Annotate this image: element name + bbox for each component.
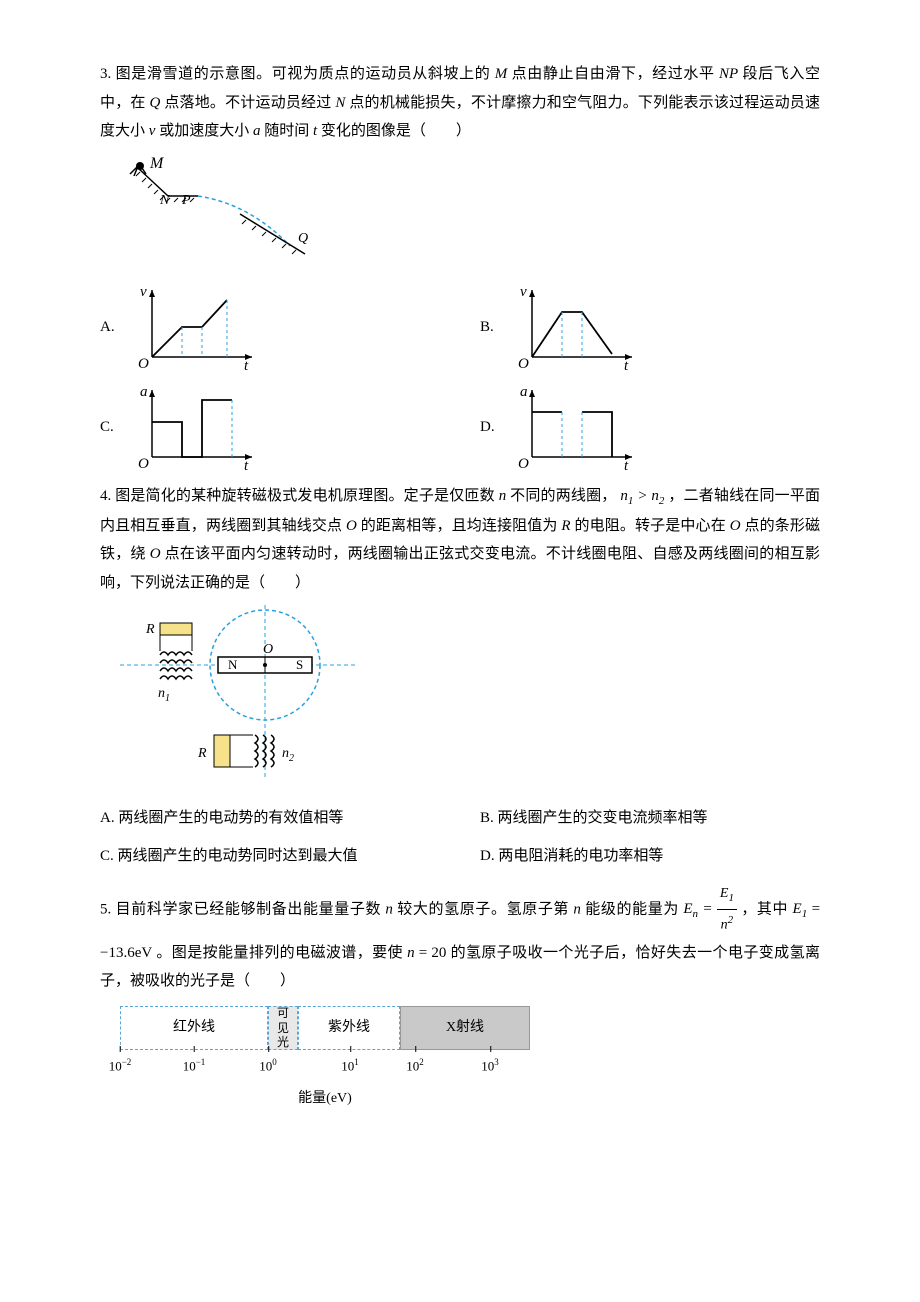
spectrum-band: X射线 — [400, 1006, 530, 1050]
option-B: B. v t O — [480, 282, 820, 372]
spectrum-tick: 10−1 — [183, 1054, 206, 1079]
svg-text:N: N — [228, 657, 238, 672]
spectrum-tick: 100 — [259, 1054, 277, 1079]
sym-M: M — [495, 66, 508, 82]
svg-text:O: O — [263, 642, 273, 657]
q5-formula-En: En = E1n2 — [683, 901, 741, 917]
sym-R: R — [561, 518, 570, 534]
sym-NP: NP — [719, 66, 738, 82]
option-A: A. v t O — [100, 282, 440, 372]
q4-inequality: n1 > n2 — [620, 488, 664, 504]
sym-Q: Q — [150, 95, 161, 111]
option-D: D. a t O — [480, 382, 820, 472]
generator-diagram: N S O R n1 R — [120, 605, 820, 796]
spectrum-bands: 红外线可见光紫外线X射线 — [120, 1006, 530, 1050]
q3-number: 3. — [100, 66, 111, 82]
spectrum-axis: 10−210−1100101102103 — [120, 1054, 530, 1084]
spectrum-band: 紫外线 — [298, 1006, 400, 1050]
sym-a: a — [253, 123, 261, 139]
svg-text:t: t — [244, 358, 249, 372]
svg-text:t: t — [624, 458, 629, 472]
option-C: C. a t O — [100, 382, 440, 472]
svg-text:O: O — [518, 356, 529, 372]
label-D: D. — [480, 413, 500, 442]
spectrum-band: 可见光 — [268, 1006, 298, 1050]
svg-text:t: t — [624, 358, 629, 372]
svg-text:S: S — [296, 657, 303, 672]
q5-t1: 目前科学家已经能够制备出能量量子数 — [116, 901, 386, 917]
spectrum-band: 红外线 — [120, 1006, 268, 1050]
sym-n: n — [499, 488, 507, 504]
q4-opt-D: D. 两电阻消耗的电功率相等 — [480, 842, 820, 871]
svg-text:O: O — [138, 356, 149, 372]
q4-opt-A: A. 两线圈产生的电动势的有效值相等 — [100, 804, 440, 833]
q4-opt-B: B. 两线圈产生的交变电流频率相等 — [480, 804, 820, 833]
graph-C: a t O — [132, 382, 262, 472]
sym-O4: O — [346, 518, 357, 534]
svg-text:a: a — [520, 384, 528, 400]
svg-text:v: v — [520, 284, 527, 300]
spectrum-diagram: 红外线可见光紫外线X射线 10−210−1100101102103 能量(eV) — [120, 1006, 820, 1113]
q4-t2: 不同的两线圈， — [510, 488, 616, 504]
q5-text: 5. 目前科学家已经能够制备出能量量子数 n 较大的氢原子。氢原子第 n 能级的… — [100, 881, 820, 996]
graph-D: a t O — [512, 382, 642, 472]
spectrum-tick: 101 — [341, 1054, 359, 1079]
sym-n5b: n — [573, 901, 581, 917]
sym-t: t — [313, 123, 317, 139]
sym-O4c: O — [150, 546, 161, 562]
q4-t5: 的电阻。转子是中心在 — [574, 518, 729, 534]
svg-text:t: t — [244, 458, 249, 472]
q5-t2: 较大的氢原子。氢原子第 — [397, 901, 573, 917]
sym-n5: n — [385, 901, 393, 917]
q3-t1: 图是滑雪道的示意图。可视为质点的运动员从斜坡上的 — [116, 66, 495, 82]
q3-t7: 随时间 — [264, 123, 313, 139]
sym-O4b: O — [730, 518, 741, 534]
svg-text:v: v — [140, 284, 147, 300]
q4-t1: 图是简化的某种旋转磁极式发电机原理图。定子是仅匝数 — [115, 488, 499, 504]
q5-n20: n = 20 — [407, 945, 446, 961]
q4-t7: 点在该平面内匀速转动时，两线圈输出正弦式交变电流。不计线圈电阻、自感及两线圈间的… — [100, 546, 820, 591]
q4-opt-C: C. 两线圈产生的电动势同时达到最大值 — [100, 842, 440, 871]
question-5: 5. 目前科学家已经能够制备出能量量子数 n 较大的氢原子。氢原子第 n 能级的… — [100, 881, 820, 1113]
svg-text:R: R — [197, 746, 207, 761]
q5-t5: 。图是按能量排列的电磁波谱，要使 — [156, 945, 407, 961]
label-A: A. — [100, 313, 120, 342]
sym-N: N — [335, 95, 345, 111]
q5-t3: 能级的能量为 — [585, 901, 683, 917]
q4-number: 4. — [100, 488, 111, 504]
svg-text:O: O — [138, 456, 149, 472]
svg-text:a: a — [140, 384, 148, 400]
label-C: C. — [100, 413, 120, 442]
q4-text: 4. 图是简化的某种旋转磁极式发电机原理图。定子是仅匝数 n 不同的两线圈， n… — [100, 482, 820, 597]
q3-t4: 点落地。不计运动员经过 — [164, 95, 335, 111]
ski-slope-diagram: M N P Q — [120, 154, 820, 275]
sym-v: v — [149, 123, 156, 139]
q3-t2: 点由静止自由滑下，经过水平 — [512, 66, 719, 82]
label-M: M — [149, 155, 165, 172]
spectrum-tick: 103 — [481, 1054, 499, 1079]
q3-text: 3. 图是滑雪道的示意图。可视为质点的运动员从斜坡上的 M 点由静止自由滑下，经… — [100, 60, 820, 146]
svg-text:O: O — [518, 456, 529, 472]
q4-t4: 的距离相等，且均连接阻值为 — [361, 518, 562, 534]
q5-number: 5. — [100, 901, 111, 917]
q3-t6: 或加速度大小 — [159, 123, 253, 139]
graph-B: v t O — [512, 282, 642, 372]
spectrum-tick: 10−2 — [109, 1054, 132, 1079]
svg-text:n2: n2 — [282, 746, 294, 764]
question-3: 3. 图是滑雪道的示意图。可视为质点的运动员从斜坡上的 M 点由静止自由滑下，经… — [100, 60, 820, 472]
question-4: 4. 图是简化的某种旋转磁极式发电机原理图。定子是仅匝数 n 不同的两线圈， n… — [100, 482, 820, 871]
label-Q: Q — [298, 231, 308, 246]
graph-A: v t O — [132, 282, 262, 372]
label-B: B. — [480, 313, 500, 342]
spectrum-tick: 102 — [406, 1054, 424, 1079]
svg-text:R: R — [145, 622, 155, 637]
q3-t8: 变化的图像是（ ） — [321, 123, 471, 139]
spectrum-axis-label: 能量(eV) — [120, 1086, 530, 1113]
svg-text:n1: n1 — [158, 686, 170, 704]
q4-options: A. 两线圈产生的电动势的有效值相等 B. 两线圈产生的交变电流频率相等 C. … — [100, 804, 820, 871]
q5-t4: ，其中 — [741, 901, 792, 917]
q3-options: A. v t O B. v — [100, 282, 820, 472]
